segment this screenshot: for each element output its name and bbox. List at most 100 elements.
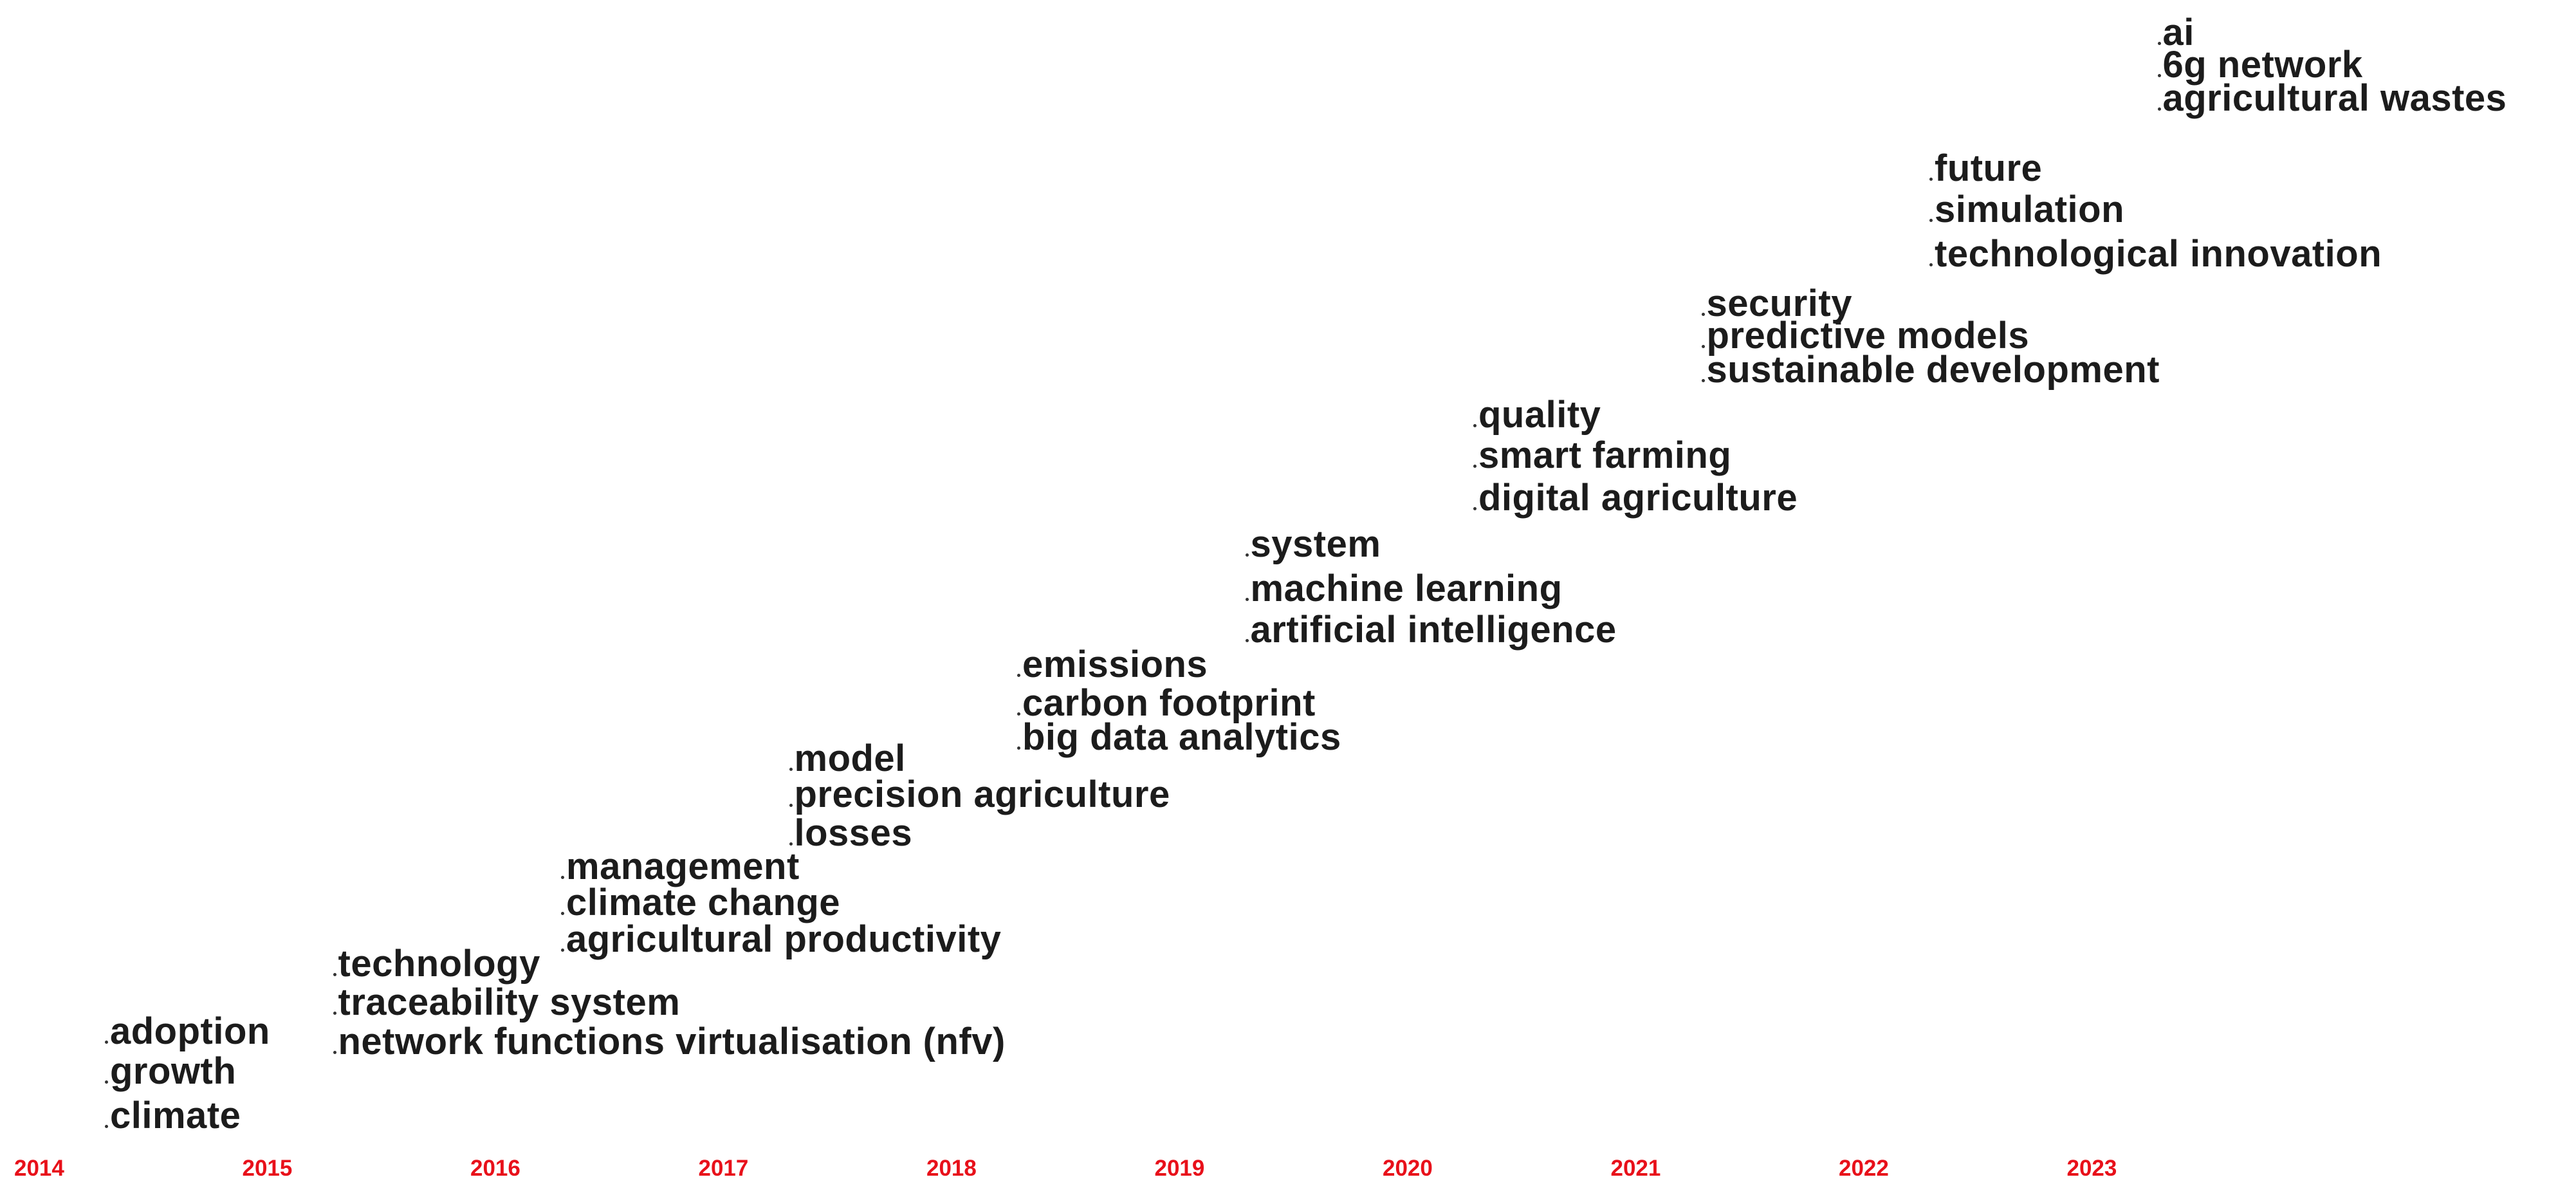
term-marker: [1473, 465, 1477, 468]
term-label: network functions virtualisation (nfv): [338, 1021, 1006, 1062]
term-marker: [789, 768, 793, 771]
term-label: carbon footprint: [1022, 682, 1316, 724]
term-label: simulation: [1935, 189, 2125, 230]
term-label: agricultural productivity: [566, 918, 1002, 960]
term-marker: [105, 1080, 108, 1084]
topic-term: predictive models: [1701, 315, 2030, 357]
term-marker: [1929, 178, 1933, 181]
topic-term: quality: [1473, 396, 1601, 434]
x-tick-label-2021: 2021: [1610, 1156, 1661, 1181]
term-marker: [333, 1012, 336, 1015]
term-label: system: [1250, 523, 1381, 565]
term-label: future: [1935, 147, 2043, 189]
topic-term: growth: [105, 1053, 236, 1090]
topic-term: technology: [333, 945, 540, 983]
term-marker: [561, 876, 564, 879]
term-label: losses: [794, 812, 913, 854]
term-label: smart farming: [1478, 434, 1732, 476]
topic-term: system: [1245, 523, 1381, 565]
term-marker: [2157, 107, 2161, 111]
x-tick-label-2015: 2015: [242, 1156, 293, 1181]
term-marker: [1701, 345, 1705, 348]
term-marker: [1929, 219, 1933, 222]
term-label: predictive models: [1706, 315, 2030, 357]
term-marker: [2157, 74, 2161, 77]
term-marker: [1701, 379, 1705, 382]
term-marker: [1017, 674, 1020, 677]
topic-term: climate change: [561, 884, 840, 922]
term-label: big data analytics: [1022, 716, 1341, 758]
term-label: technology: [338, 943, 540, 985]
term-label: traceability system: [338, 981, 681, 1023]
topic-term: agricultural productivity: [561, 921, 1001, 958]
topic-term: artificial intelligence: [1245, 609, 1617, 651]
term-label: sustainable development: [1706, 349, 2160, 391]
topic-term: security: [1701, 282, 1852, 324]
topic-term: losses: [789, 815, 913, 852]
topic-term: ai: [2157, 12, 2194, 53]
topic-term: 6g network: [2157, 44, 2363, 86]
term-marker: [561, 949, 564, 952]
topic-term: precision agriculture: [789, 776, 1170, 813]
term-marker: [333, 973, 336, 976]
topic-term: adoption: [105, 1013, 270, 1050]
term-marker: [1473, 424, 1477, 427]
x-tick-label-2019: 2019: [1154, 1156, 1205, 1181]
topic-term: model: [789, 740, 906, 777]
term-marker: [789, 804, 793, 807]
x-tick-label-2022: 2022: [1839, 1156, 1889, 1181]
term-marker: [1017, 746, 1020, 750]
topic-term: emissions: [1017, 646, 1208, 683]
term-label: security: [1706, 282, 1852, 324]
term-marker: [561, 912, 564, 915]
topic-term: carbon footprint: [1017, 685, 1316, 722]
term-marker: [1245, 553, 1249, 557]
topic-term: traceability system: [333, 984, 681, 1021]
term-marker: [333, 1051, 336, 1054]
topic-term: machine learning: [1245, 568, 1563, 609]
term-label: technological innovation: [1935, 233, 2382, 275]
term-label: precision agriculture: [794, 773, 1170, 815]
topic-term: agricultural wastes: [2157, 77, 2507, 119]
term-marker: [789, 842, 793, 846]
term-label: growth: [110, 1050, 237, 1092]
term-label: climate change: [566, 882, 841, 923]
term-marker: [1473, 507, 1477, 510]
x-tick-label-2017: 2017: [698, 1156, 749, 1181]
topic-term: future: [1929, 150, 2042, 187]
x-tick-label-2020: 2020: [1383, 1156, 1433, 1181]
term-label: adoption: [110, 1010, 270, 1052]
term-label: digital agriculture: [1478, 477, 1798, 519]
term-marker: [1017, 712, 1020, 716]
x-tick-label-2016: 2016: [470, 1156, 520, 1181]
topic-term: network functions virtualisation (nfv): [333, 1023, 1006, 1060]
term-marker: [1245, 639, 1249, 642]
topic-term: technological innovation: [1929, 236, 2382, 273]
term-label: machine learning: [1250, 568, 1563, 609]
term-label: management: [566, 846, 800, 887]
term-marker: [1929, 263, 1933, 266]
term-marker: [105, 1041, 108, 1044]
topic-term: sustainable development: [1701, 349, 2160, 391]
term-marker: [1701, 313, 1705, 316]
topic-term: smart farming: [1473, 437, 1731, 474]
topic-term: big data analytics: [1017, 719, 1341, 756]
term-label: artificial intelligence: [1250, 609, 1617, 651]
x-tick-label-2018: 2018: [926, 1156, 977, 1181]
term-marker: [2157, 42, 2161, 45]
term-label: ai: [2162, 12, 2194, 53]
term-label: climate: [110, 1095, 241, 1136]
term-label: model: [794, 737, 906, 779]
term-label: emissions: [1022, 644, 1208, 685]
x-tick-label-2023: 2023: [2066, 1156, 2117, 1181]
term-marker: [105, 1125, 108, 1128]
topic-term: climate: [105, 1097, 241, 1135]
topic-term: simulation: [1929, 191, 2124, 228]
x-tick-label-2014: 2014: [14, 1156, 64, 1181]
term-label: quality: [1478, 394, 1601, 436]
term-label: 6g network: [2162, 44, 2363, 86]
term-marker: [1245, 598, 1249, 601]
term-label: agricultural wastes: [2162, 77, 2507, 119]
topic-term: management: [561, 848, 800, 885]
